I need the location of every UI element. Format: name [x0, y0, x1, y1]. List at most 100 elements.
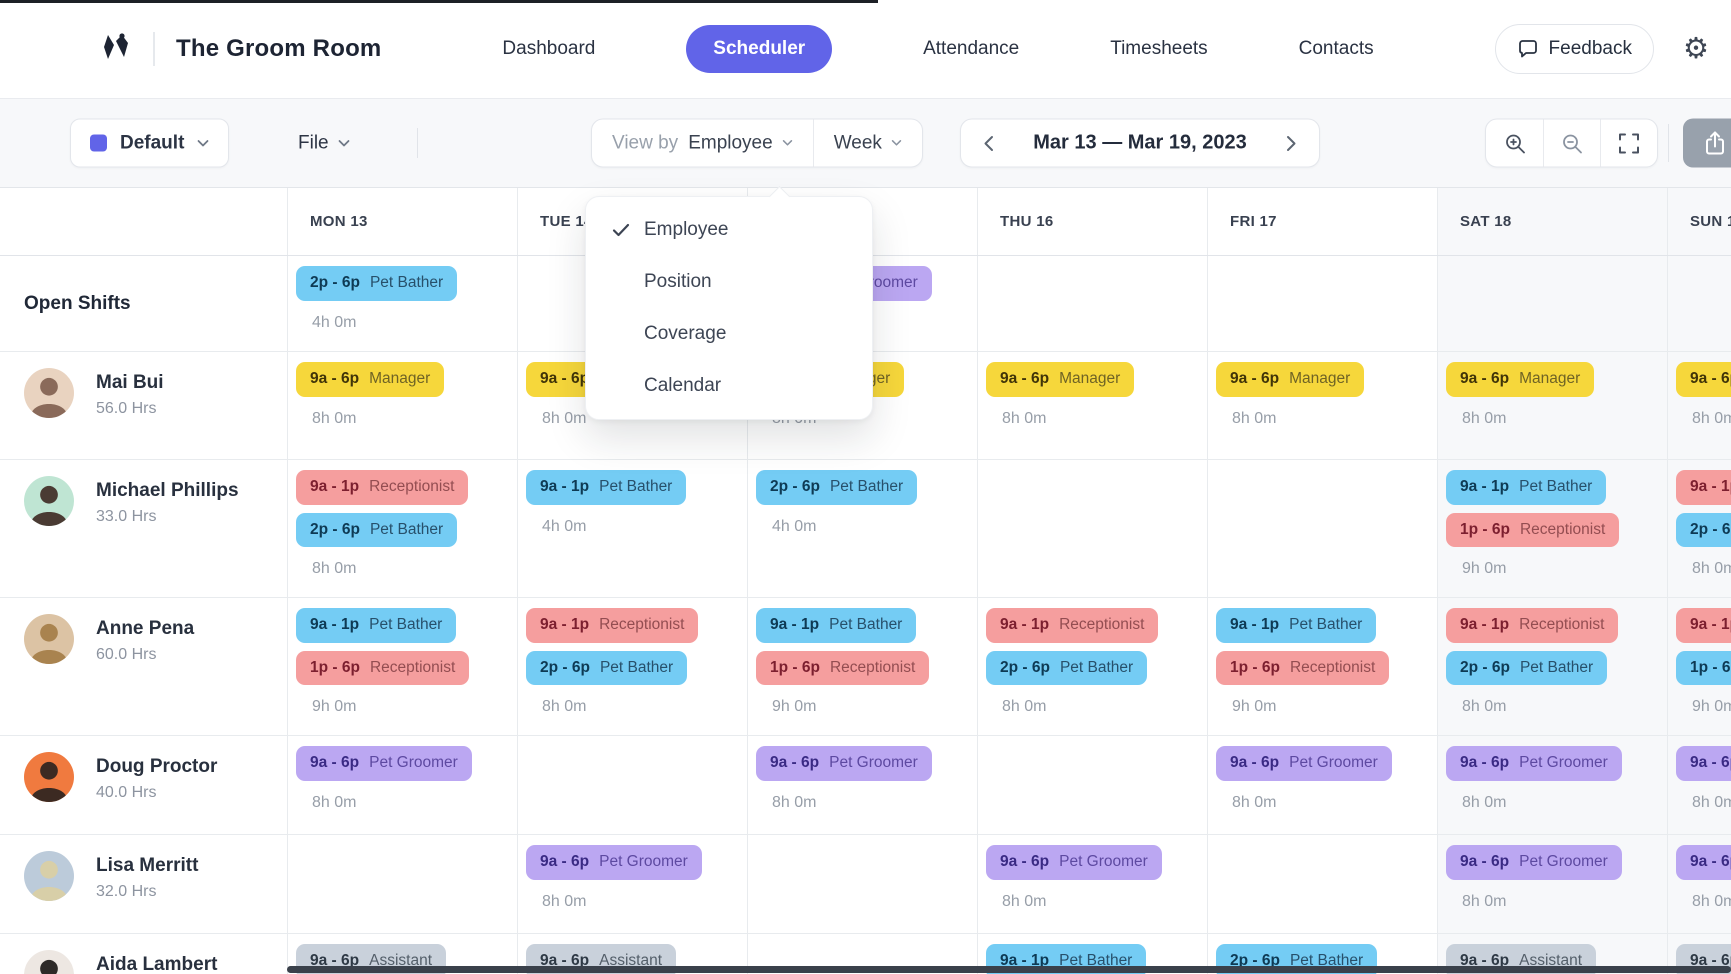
share-button[interactable]	[1683, 118, 1731, 168]
view-menu-item-coverage[interactable]: Coverage	[586, 308, 872, 360]
day-cell[interactable]	[1207, 835, 1437, 933]
nav-item-dashboard[interactable]: Dashboard	[502, 38, 596, 59]
zoom-out-button[interactable]	[1543, 119, 1600, 167]
day-cell[interactable]	[1437, 256, 1667, 351]
horizontal-scrollbar[interactable]	[287, 966, 1731, 973]
day-cell[interactable]	[977, 256, 1207, 351]
day-cell[interactable]: 2p - 6p Pet Bather 4h 0m	[747, 460, 977, 597]
shift-chip[interactable]: 9a - 1p Pet Bather	[1216, 608, 1377, 643]
day-cell[interactable]	[1207, 460, 1437, 597]
shift-chip[interactable]: 1p - 6p Receptionist	[1216, 650, 1390, 686]
shift-chip[interactable]: 9a - 1p Pet Bather	[756, 608, 917, 643]
schedule-select-button[interactable]: Default	[70, 118, 230, 168]
day-cell[interactable]: 9a - 1p Pet Bather 1p - 6p Receptionist 9h 0…	[1437, 460, 1667, 597]
nav-item-contacts[interactable]: Contacts	[1298, 38, 1374, 59]
day-header-cell[interactable]: TUE 14	[517, 188, 747, 255]
day-cell[interactable]: 9a - 1p Pet Bather 4h 0m	[517, 460, 747, 597]
zoom-in-button[interactable]	[1486, 120, 1543, 167]
file-menu-button[interactable]: File	[298, 119, 350, 168]
previous-week-button[interactable]	[961, 120, 1017, 167]
shift-chip[interactable]: 9a - 1p Pet Bather	[526, 470, 687, 505]
day-cell[interactable]	[977, 736, 1207, 834]
fullscreen-button[interactable]	[1600, 119, 1657, 167]
shift-chip[interactable]: 1p - 6p Receptionist	[1446, 512, 1620, 548]
day-header-cell[interactable]: FRI 17	[1207, 188, 1437, 255]
day-cell[interactable]: 9a - 1p Pet Bather 1p - 6p Receptionist 9h 0…	[287, 598, 517, 735]
gear-icon[interactable]: ⚙	[1683, 32, 1709, 65]
day-header-cell[interactable]: SUN 19	[1667, 188, 1731, 255]
view-menu-item-calendar[interactable]: Calendar	[586, 360, 872, 412]
day-cell[interactable]	[747, 934, 977, 974]
day-cell[interactable]	[517, 256, 747, 351]
shift-chip[interactable]: 9a - 1p Pet Bather	[296, 608, 457, 643]
day-header-cell[interactable]: SAT 18	[1437, 188, 1667, 255]
day-cell[interactable]: 2p - 6p Pet Bather 4h 0m	[287, 256, 517, 351]
shift-chip[interactable]: 9a - 1p Pet Bather	[1446, 470, 1607, 505]
day-header-cell[interactable]: MON 13	[287, 188, 517, 255]
day-header-cell[interactable]: THU 16	[977, 188, 1207, 255]
view-menu-item-position[interactable]: Position	[586, 256, 872, 308]
brand[interactable]	[100, 31, 132, 67]
day-cell[interactable]	[287, 835, 517, 933]
day-cell[interactable]	[1667, 256, 1731, 351]
day-cell[interactable]	[747, 835, 977, 933]
next-week-button[interactable]	[1263, 120, 1319, 167]
day-cell[interactable]	[1207, 256, 1437, 351]
feedback-button[interactable]: Feedback	[1494, 24, 1654, 74]
nav-item-scheduler-active[interactable]: Scheduler	[686, 25, 833, 73]
view-by-dropdown-button[interactable]: View by Employee	[592, 120, 813, 167]
day-cell[interactable]: 9a - 1p Pet Bather 1p - 6p Receptionist 9h 0…	[1207, 598, 1437, 735]
day-cell[interactable]	[517, 736, 747, 834]
view-menu-item-employee[interactable]: Employee	[586, 204, 872, 256]
range-dropdown-button[interactable]: Week	[812, 119, 922, 167]
day-cell[interactable]	[977, 460, 1207, 597]
